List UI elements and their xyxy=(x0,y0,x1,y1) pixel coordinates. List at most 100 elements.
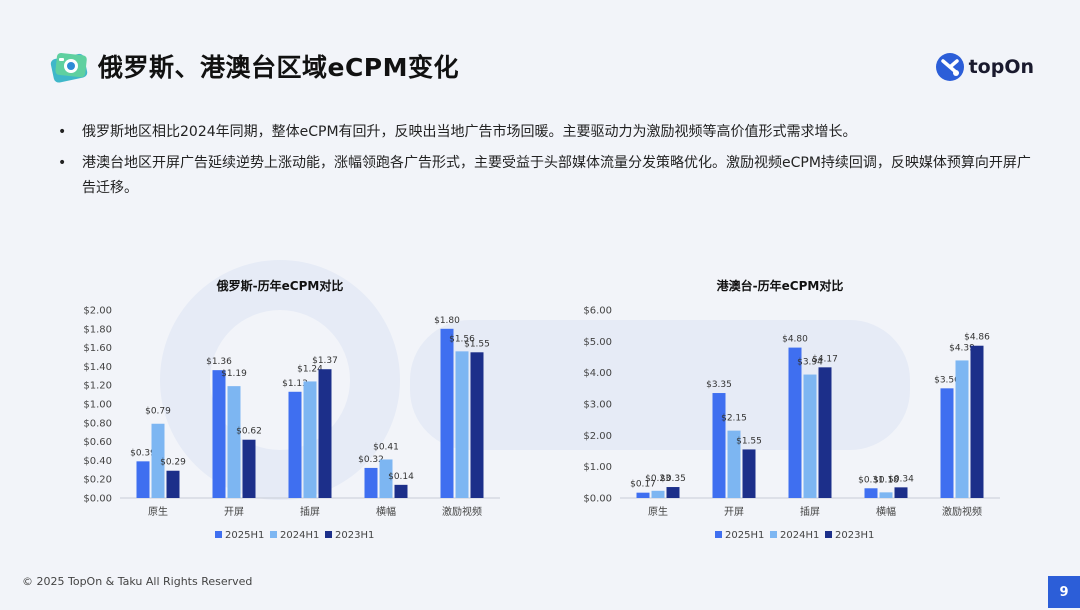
y-tick-label: $1.80 xyxy=(83,324,112,335)
chart-title: 港澳台-历年eCPM对比 xyxy=(717,278,844,293)
summary-bullets: • 俄罗斯地区相比2024年同期，整体eCPM有回升，反映出当地广告市场回暖。主… xyxy=(58,120,1038,207)
x-tick-label: 开屏 xyxy=(724,506,744,518)
data-label: $0.29 xyxy=(160,458,186,468)
bar-2024h1 xyxy=(727,430,741,498)
x-tick-label: 横幅 xyxy=(376,505,396,518)
bar-2024h1 xyxy=(879,492,893,498)
bullet-text: 俄罗斯地区相比2024年同期，整体eCPM有回升，反映出当地广告市场回暖。主要驱… xyxy=(82,124,857,140)
bullet-dot: • xyxy=(58,155,67,171)
data-label: $1.80 xyxy=(434,316,460,326)
y-tick-label: $1.00 xyxy=(83,400,112,411)
brand-name: topOn xyxy=(968,56,1034,78)
y-tick-label: $0.40 xyxy=(83,456,112,467)
data-label: $0.23 xyxy=(645,474,671,484)
bar-2024h1 xyxy=(651,490,665,498)
bar-2023h1 xyxy=(818,367,832,498)
data-label: $0.17 xyxy=(630,480,656,490)
bar-2025h1 xyxy=(636,492,650,498)
y-tick-label: $2.00 xyxy=(83,306,112,317)
y-tick-label: $0.20 xyxy=(83,475,112,486)
y-tick-label: $1.40 xyxy=(83,362,112,373)
hk-macao-taiwan-ecpm-chart: 港澳台-历年eCPM对比 $0.00 $1.00 $2.00 $3.00 $4.00 $5.… xyxy=(570,270,1010,560)
bar-2024h1 xyxy=(803,374,817,498)
bar-2023h1 xyxy=(318,369,332,498)
page-number: 9 xyxy=(1048,576,1080,608)
legend-swatch xyxy=(715,531,722,538)
data-label: $3.50 xyxy=(934,375,960,385)
bar-2023h1 xyxy=(242,439,256,498)
bar-2023h1 xyxy=(970,345,984,498)
bar-2023h1 xyxy=(894,487,908,498)
bar-2025h1 xyxy=(288,391,302,498)
y-tick-label: $0.00 xyxy=(83,494,112,505)
topon-logo-icon xyxy=(935,53,964,81)
bullet-item: • 俄罗斯地区相比2024年同期，整体eCPM有回升，反映出当地广告市场回暖。主… xyxy=(58,120,1038,145)
bar-2023h1 xyxy=(166,470,180,498)
legend-swatch xyxy=(770,531,777,538)
chart-title: 俄罗斯-历年eCPM对比 xyxy=(216,278,344,293)
bar-2024h1 xyxy=(227,386,241,498)
camera-icon xyxy=(50,52,88,83)
bar-2025h1 xyxy=(864,488,878,498)
bar-2023h1 xyxy=(470,352,484,498)
hk-chart-svg: 港澳台-历年eCPM对比 $0.00 $1.00 $2.00 $3.00 $4.00 $5.… xyxy=(583,278,1000,541)
bar-2025h1 xyxy=(940,388,954,498)
x-tick-label: 插屏 xyxy=(800,505,820,518)
data-label: $1.56 xyxy=(449,334,475,344)
legend-swatch xyxy=(825,531,832,538)
y-tick-label: $1.20 xyxy=(83,381,112,392)
data-label: $1.13 xyxy=(282,379,308,389)
russia-ecpm-chart: 俄罗斯-历年eCPM对比 $0.00 $0.20 $0.40 $0.60 $0.80 $1.… xyxy=(70,270,510,560)
bar-2025h1 xyxy=(212,370,226,498)
data-label: $1.55 xyxy=(736,436,762,446)
data-label: $2.15 xyxy=(721,414,747,424)
y-tick-label: $0.00 xyxy=(583,494,612,505)
x-tick-label: 原生 xyxy=(148,505,168,518)
bar-2023h1 xyxy=(666,487,680,498)
data-label: $0.39 xyxy=(130,448,156,458)
x-tick-label: 横幅 xyxy=(876,505,896,518)
data-label: $3.35 xyxy=(706,380,732,390)
x-tick-label: 开屏 xyxy=(224,506,244,518)
y-tick-label: $1.60 xyxy=(83,343,112,354)
y-tick-label: $0.60 xyxy=(83,437,112,448)
x-tick-label: 激励视频 xyxy=(942,505,982,518)
bar-2025h1 xyxy=(712,393,726,498)
data-label: $4.39 xyxy=(949,343,975,353)
data-label: $1.36 xyxy=(206,357,232,367)
y-tick-label: $2.00 xyxy=(583,431,612,442)
legend-label: 2024H1 xyxy=(780,530,819,541)
data-label: $1.24 xyxy=(297,364,323,374)
data-label: $0.79 xyxy=(145,407,171,417)
bar-2023h1 xyxy=(742,449,756,498)
bar-2024h1 xyxy=(303,381,317,498)
footer-copyright: © 2025 TopOn & Taku All Rights Reserved xyxy=(22,575,253,588)
x-tick-label: 激励视频 xyxy=(442,505,482,518)
data-label: $0.34 xyxy=(888,474,914,484)
data-label: $0.62 xyxy=(236,427,262,437)
y-tick-label: $4.00 xyxy=(583,368,612,379)
bullet-text: 港澳台地区开屏广告延续逆势上涨动能，涨幅领跑各广告形式，主要受益于头部媒体流量分… xyxy=(82,155,1031,196)
y-tick-label: $5.00 xyxy=(583,337,612,348)
data-label: $0.35 xyxy=(660,474,686,484)
page-header: 俄罗斯、港澳台区域eCPM变化 xyxy=(50,46,459,86)
data-label: $0.41 xyxy=(373,442,399,452)
y-tick-label: $0.80 xyxy=(83,418,112,429)
bar-2025h1 xyxy=(364,467,378,498)
legend-label: 2023H1 xyxy=(335,530,374,541)
bar-2025h1 xyxy=(440,328,454,498)
bar-2024h1 xyxy=(455,351,469,498)
page-title: 俄罗斯、港澳台区域eCPM变化 xyxy=(98,53,460,82)
x-tick-label: 插屏 xyxy=(300,505,320,518)
bar-2025h1 xyxy=(788,347,802,498)
data-label: $0.32 xyxy=(358,455,384,465)
y-tick-label: $6.00 xyxy=(583,306,612,317)
legend-swatch xyxy=(215,531,222,538)
brand-logo: topOn xyxy=(935,52,1034,82)
bar-2024h1 xyxy=(955,360,969,498)
bullet-item: • 港澳台地区开屏广告延续逆势上涨动能，涨幅领跑各广告形式，主要受益于头部媒体流… xyxy=(58,151,1038,201)
data-label: $4.17 xyxy=(812,354,838,364)
data-label: $1.37 xyxy=(312,356,338,366)
bar-2024h1 xyxy=(151,423,165,498)
data-label: $1.55 xyxy=(464,339,490,349)
